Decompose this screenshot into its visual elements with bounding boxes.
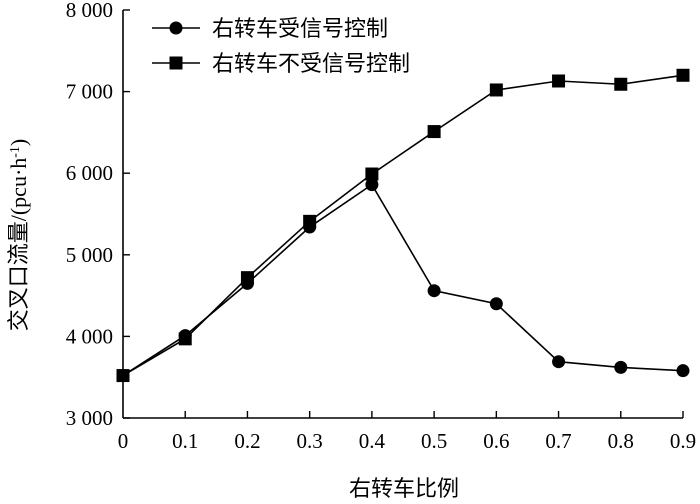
axes [122, 10, 683, 419]
series-2-point [614, 77, 628, 91]
x-tick-label: 0.9 [670, 429, 696, 453]
series-1-point [489, 297, 503, 311]
series-1 [116, 178, 690, 383]
series-1-point [552, 355, 566, 369]
y-axis-title-main: 交叉口流量/(pcu·h [6, 158, 31, 332]
series-2-point [365, 167, 379, 181]
series-1-point [614, 360, 628, 374]
y-axis-title-superscript: -1 [8, 146, 23, 158]
series-2-point [489, 83, 503, 97]
x-tick-label: 0.2 [234, 429, 260, 453]
legend-label: 右转车不受信号控制 [212, 51, 410, 76]
series-2-point [240, 271, 254, 285]
x-tick-label: 0.6 [483, 429, 509, 453]
series-2-point [116, 369, 130, 383]
svg-text:交叉口流量/(pcu·h-1): 交叉口流量/(pcu·h-1) [6, 139, 31, 332]
y-axis-title-tail: ) [6, 139, 31, 146]
y-tick-label: 7 000 [66, 80, 113, 104]
series-1-point [365, 178, 379, 192]
y-tick-label: 8 000 [66, 0, 113, 22]
series-2-point [427, 125, 441, 139]
x-tick-label: 0.8 [608, 429, 634, 453]
x-tick-label: 0.7 [545, 429, 571, 453]
series-layer [116, 68, 690, 383]
ticks: 0 0.1 0.2 0.3 0.4 0.5 0.6 0.7 0.8 0.9 3 000 4 000 5 … [66, 0, 696, 453]
legend-entry-1: 右转车受信号控制 [152, 16, 388, 41]
y-tick-label: 4 000 [66, 324, 113, 348]
series-2-line [122, 74, 684, 377]
series-2 [116, 68, 690, 383]
x-tick-label: 0.5 [421, 429, 447, 453]
x-tick-label: 0 [118, 429, 129, 453]
legend-marker [169, 56, 183, 70]
x-axis-title: 右转车比例 [349, 476, 459, 501]
series-2-point [178, 332, 192, 346]
legend-marker [169, 21, 183, 35]
legend-entry-2: 右转车不受信号控制 [152, 51, 410, 76]
y-tick-label: 6 000 [66, 161, 113, 185]
legend-label: 右转车受信号控制 [212, 16, 388, 41]
series-1-point [676, 364, 690, 378]
series-2-point [303, 214, 317, 228]
x-tick-label: 0.4 [359, 429, 386, 453]
y-tick-label: 3 000 [66, 406, 113, 430]
series-1-point [427, 284, 441, 298]
x-tick-label: 0.3 [297, 429, 323, 453]
y-tick-label: 5 000 [66, 243, 113, 267]
series-2-point [676, 68, 690, 82]
y-axis-title: 交叉口流量/(pcu·h-1) [6, 139, 31, 332]
series-1-line [122, 183, 684, 377]
series-2-point [552, 74, 566, 88]
x-tick-label: 0.1 [172, 429, 198, 453]
